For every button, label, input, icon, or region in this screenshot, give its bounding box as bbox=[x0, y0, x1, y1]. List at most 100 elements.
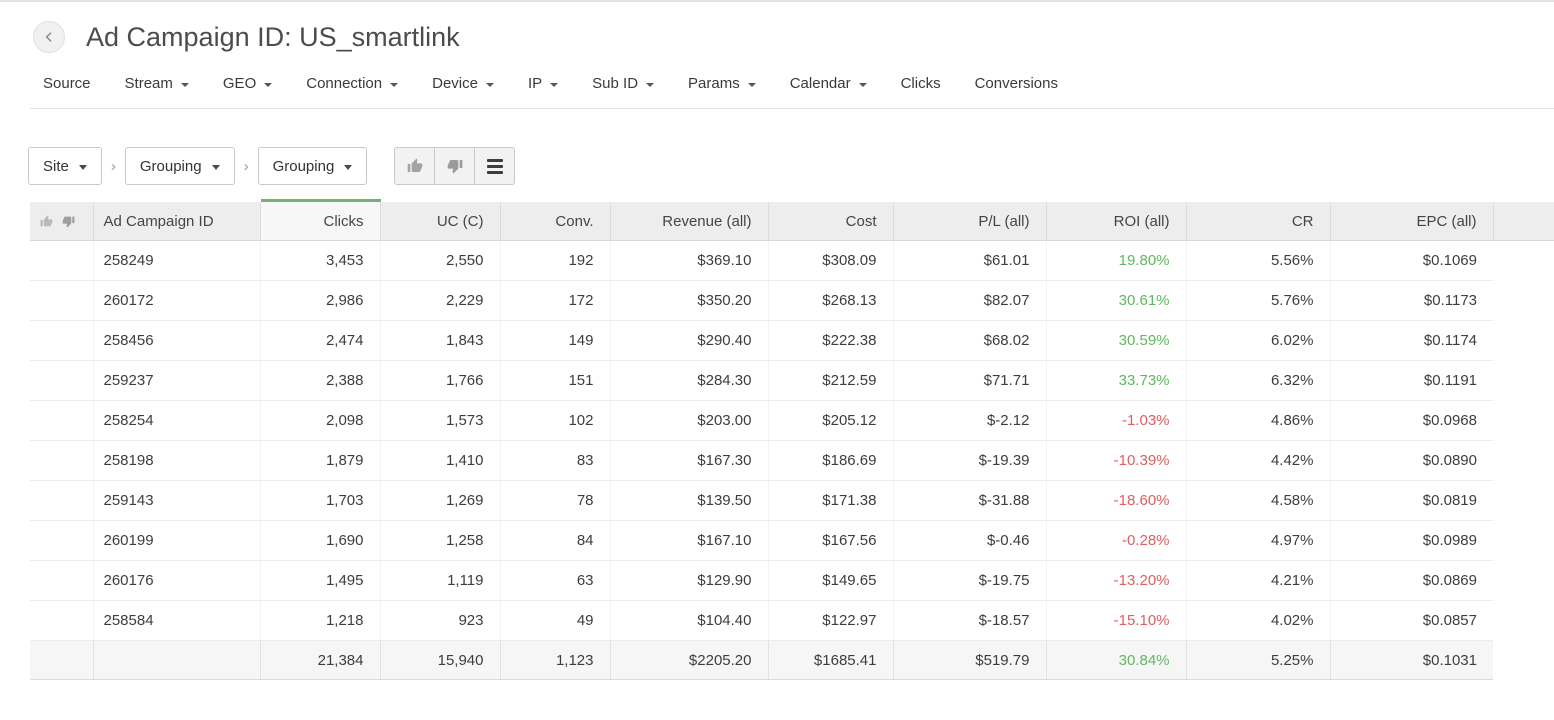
table-row[interactable]: 260176 1,495 1,119 63 $129.90 $149.65 $-19.75-… bbox=[30, 560, 1554, 602]
nav-item-params[interactable]: Params bbox=[688, 75, 756, 92]
total-flags bbox=[30, 640, 93, 681]
nav-item-clicks[interactable]: Clicks bbox=[901, 75, 941, 92]
cell-id: 259143 bbox=[92, 480, 260, 522]
total-uc: 15,940 bbox=[379, 640, 500, 681]
cell-pl: $-2.12 bbox=[892, 400, 1046, 442]
cell-pl: $-0.46 bbox=[892, 520, 1046, 562]
menu-button[interactable] bbox=[474, 147, 516, 186]
cell-roi: 30.59% bbox=[1045, 320, 1186, 362]
nav-item-connection[interactable]: Connection bbox=[306, 75, 399, 92]
cell-id: 260199 bbox=[92, 520, 260, 562]
cell-conv: 63 bbox=[499, 560, 610, 602]
table-row[interactable]: 259143 1,703 1,269 78 $139.50 $171.38 $-31.88-… bbox=[30, 480, 1554, 522]
thumbs-up-icon bbox=[40, 215, 53, 227]
breadcrumb-separator: › bbox=[110, 157, 116, 175]
cell-spacer bbox=[1493, 481, 1554, 521]
nav-item-device[interactable]: Device bbox=[432, 75, 494, 92]
column-header-cr[interactable]: CR bbox=[1185, 200, 1330, 242]
cell-flags bbox=[30, 400, 93, 442]
thumbs-up-filter-button[interactable] bbox=[394, 147, 436, 186]
column-header-roi-all[interactable]: ROI (all) bbox=[1045, 200, 1186, 242]
icon-button-group bbox=[394, 147, 516, 186]
column-header-p-l-all[interactable]: P/L (all) bbox=[892, 200, 1046, 242]
grouping-select-1-site[interactable]: Site bbox=[28, 147, 102, 186]
nav-item-calendar[interactable]: Calendar bbox=[790, 75, 867, 92]
cell-conv: 149 bbox=[499, 320, 610, 362]
cell-uc: 1,258 bbox=[379, 520, 500, 562]
chevron-down-icon bbox=[390, 82, 399, 87]
grouping-select-3-grouping[interactable]: Grouping bbox=[257, 147, 368, 186]
column-header-epc-all[interactable]: EPC (all) bbox=[1329, 200, 1493, 242]
cell-uc: 1,119 bbox=[379, 560, 500, 602]
cell-clicks: 2,474 bbox=[259, 320, 380, 362]
nav-item-label: Stream bbox=[124, 75, 173, 93]
table-body: 258249 3,453 2,550 192 $369.10 $308.09 $61.01 1… bbox=[30, 240, 1554, 642]
back-button[interactable] bbox=[33, 21, 65, 54]
cell-revenue: $129.90 bbox=[609, 560, 768, 602]
cell-epc: $0.1069 bbox=[1329, 240, 1493, 282]
cell-clicks: 2,098 bbox=[259, 400, 380, 442]
table-row[interactable]: 258198 1,879 1,410 83 $167.30 $186.69 $-19.39-… bbox=[30, 440, 1554, 482]
cell-cost: $308.09 bbox=[767, 240, 893, 282]
column-header-ad-campaign-id[interactable]: Ad Campaign ID bbox=[92, 200, 260, 242]
nav-item-label: GEO bbox=[222, 75, 257, 93]
cell-uc: 923 bbox=[379, 600, 500, 642]
table-row[interactable]: 258254 2,098 1,573 102 $203.00 $205.12 $-2.12-… bbox=[30, 400, 1554, 442]
nav-item-source[interactable]: Source bbox=[43, 75, 91, 92]
cell-spacer bbox=[1493, 361, 1554, 401]
chevron-down-icon bbox=[747, 82, 756, 87]
cell-conv: 83 bbox=[499, 440, 610, 482]
chevron-down-icon bbox=[485, 82, 494, 87]
cell-flags bbox=[30, 280, 93, 322]
cell-roi: -0.28% bbox=[1045, 520, 1186, 562]
grouping-select-2-grouping[interactable]: Grouping bbox=[124, 147, 235, 186]
nav-item-label: Device bbox=[432, 75, 478, 93]
totals-row: 21,384 15,940 1,123 $2205.20 $1685.41 $519.79… bbox=[30, 640, 1554, 681]
cell-epc: $0.1174 bbox=[1329, 320, 1493, 362]
chevron-down-icon bbox=[344, 164, 353, 170]
cell-uc: 1,269 bbox=[379, 480, 500, 522]
cell-id: 259237 bbox=[92, 360, 260, 402]
cell-cost: $167.56 bbox=[767, 520, 893, 562]
cell-revenue: $290.40 bbox=[609, 320, 768, 362]
table-row[interactable]: 260172 2,986 2,229 172 $350.20 $268.13 $82.07 3… bbox=[30, 280, 1554, 322]
cell-flags bbox=[30, 600, 93, 642]
column-header-uc-c[interactable]: UC (C) bbox=[379, 200, 500, 242]
cell-roi: 30.61% bbox=[1045, 280, 1186, 322]
column-header-revenue-all[interactable]: Revenue (all) bbox=[609, 200, 768, 242]
nav-item-ip[interactable]: IP bbox=[527, 75, 559, 93]
page-title: Ad Campaign ID: US_smartlink bbox=[86, 22, 460, 52]
nav-item-conversions[interactable]: Conversions bbox=[975, 75, 1058, 92]
table-row[interactable]: 260199 1,690 1,258 84 $167.10 $167.56 $-0.46 -0… bbox=[30, 520, 1554, 562]
column-header-clicks[interactable]: Clicks bbox=[259, 199, 380, 242]
chevron-left-icon bbox=[45, 32, 52, 42]
thumbs-up-icon bbox=[407, 159, 423, 173]
total-clicks: 21,384 bbox=[259, 640, 380, 681]
table-row[interactable]: 259237 2,388 1,766 151 $284.30 $212.59 $71.71 3… bbox=[30, 360, 1554, 402]
report-nav: Source Stream GEO Connection Device IP Sub ID P… bbox=[0, 75, 1554, 92]
nav-item-sub-id[interactable]: Sub ID bbox=[592, 75, 655, 92]
cell-cost: $222.38 bbox=[767, 320, 893, 362]
nav-item-label: Conversions bbox=[974, 75, 1058, 93]
cell-cost: $212.59 bbox=[767, 360, 893, 402]
nav-item-stream[interactable]: Stream bbox=[125, 75, 189, 92]
column-header-flags[interactable] bbox=[30, 200, 93, 242]
table-row[interactable]: 258456 2,474 1,843 149 $290.40 $222.38 $68.02 3… bbox=[30, 320, 1554, 362]
thumbs-down-filter-button[interactable] bbox=[434, 147, 476, 186]
total-cr: 5.25% bbox=[1185, 640, 1330, 681]
nav-item-label: IP bbox=[527, 75, 543, 93]
cell-clicks: 1,690 bbox=[259, 520, 380, 562]
nav-item-geo[interactable]: GEO bbox=[222, 75, 273, 93]
cell-spacer bbox=[1493, 601, 1554, 641]
column-header-cost[interactable]: Cost bbox=[767, 200, 893, 242]
table-row[interactable]: 258584 1,218 923 49 $104.40 $122.97 $-18.57 -15… bbox=[30, 600, 1554, 642]
chevron-down-icon bbox=[264, 82, 273, 87]
cell-cr: 5.76% bbox=[1185, 280, 1330, 322]
cell-uc: 2,229 bbox=[379, 280, 500, 322]
cell-clicks: 2,388 bbox=[259, 360, 380, 402]
cell-flags bbox=[30, 320, 93, 362]
table-row[interactable]: 258249 3,453 2,550 192 $369.10 $308.09 $61.01 1… bbox=[30, 240, 1554, 282]
column-header-conv[interactable]: Conv. bbox=[499, 200, 610, 242]
cell-pl: $-31.88 bbox=[892, 480, 1046, 522]
cell-pl: $71.71 bbox=[892, 360, 1046, 402]
